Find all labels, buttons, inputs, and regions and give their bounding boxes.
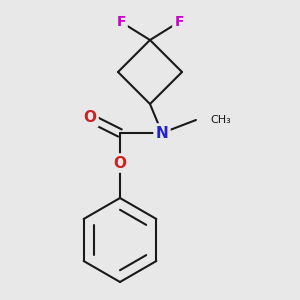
Text: O: O [83, 110, 97, 125]
Text: N: N [156, 125, 168, 140]
Text: O: O [113, 155, 127, 170]
Text: F: F [116, 15, 126, 29]
Text: CH₃: CH₃ [210, 115, 231, 125]
Text: F: F [174, 15, 184, 29]
